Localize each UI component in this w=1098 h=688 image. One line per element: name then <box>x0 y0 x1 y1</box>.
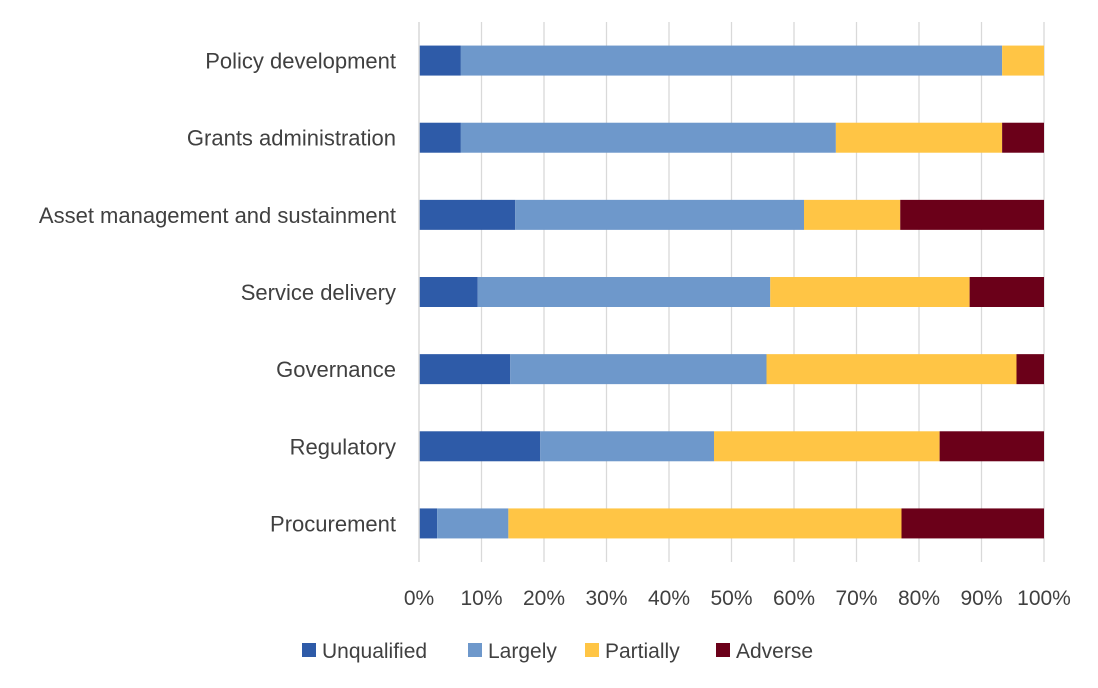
bar-segment-adverse <box>901 508 1044 539</box>
bar-segment-adverse <box>1016 354 1044 385</box>
bar-segment-unqualified <box>419 431 541 462</box>
x-tick-label: 70% <box>835 587 877 610</box>
x-tick-label: 20% <box>523 587 565 610</box>
category-label: Regulatory <box>290 434 396 459</box>
category-label: Asset management and sustainment <box>39 203 396 228</box>
bar-segment-largely <box>460 45 1003 76</box>
bar-segment-largely <box>437 508 509 539</box>
x-tick-label: 30% <box>585 587 627 610</box>
category-label: Policy development <box>205 49 396 74</box>
category-label: Grants administration <box>187 126 396 151</box>
bar-segment-unqualified <box>419 277 478 307</box>
bar-segment-largely <box>540 431 714 462</box>
bars <box>419 45 1044 539</box>
bar-segment-unqualified <box>419 199 516 230</box>
bar-segment-partially <box>1002 45 1044 76</box>
category-label: Governance <box>276 357 396 382</box>
x-tick-label: 40% <box>648 587 690 610</box>
x-tick-label: 80% <box>898 587 940 610</box>
bar-segment-partially <box>714 431 940 462</box>
category-label: Service delivery <box>241 280 396 305</box>
bar-segment-partially <box>508 508 902 539</box>
legend-swatch <box>302 643 316 657</box>
bar-segment-adverse <box>939 431 1044 462</box>
bar-segment-unqualified <box>419 354 511 385</box>
x-tick-label: 90% <box>960 587 1002 610</box>
bar-segment-largely <box>460 122 836 153</box>
bar-segment-unqualified <box>419 122 461 153</box>
bar-segment-largely <box>515 199 804 230</box>
legend-swatch <box>716 643 730 657</box>
legend-label: Largely <box>488 640 557 663</box>
x-tick-label: 100% <box>1017 587 1071 610</box>
bar-segment-largely <box>477 277 771 307</box>
category-labels: Policy development Grants administration A… <box>39 49 396 537</box>
legend-swatch <box>585 643 599 657</box>
legend: Unqualified Largely Partially Adverse <box>302 640 813 663</box>
legend-label: Unqualified <box>322 640 427 663</box>
x-tick-label: 50% <box>710 587 752 610</box>
x-tick-labels: 0% 10% 20% 30% 40% 50% 60% 70% 80% 90% 100% <box>404 587 1071 610</box>
bar-segment-adverse <box>1002 122 1044 153</box>
bar-segment-largely <box>510 354 767 385</box>
x-tick-label: 10% <box>460 587 502 610</box>
bar-segment-partially <box>766 354 1017 385</box>
x-tick-label: 60% <box>773 587 815 610</box>
bar-segment-adverse <box>969 277 1044 307</box>
category-label: Procurement <box>270 511 396 536</box>
legend-label: Adverse <box>736 640 813 663</box>
x-tick-label: 0% <box>404 587 434 610</box>
bar-segment-partially <box>835 122 1003 153</box>
bar-segment-unqualified <box>419 508 438 539</box>
bar-segment-partially <box>770 277 970 307</box>
legend-swatch <box>468 643 482 657</box>
bar-segment-adverse <box>900 199 1044 230</box>
bar-segment-unqualified <box>419 45 461 76</box>
legend-label: Partially <box>605 640 680 663</box>
bar-segment-partially <box>804 199 901 230</box>
